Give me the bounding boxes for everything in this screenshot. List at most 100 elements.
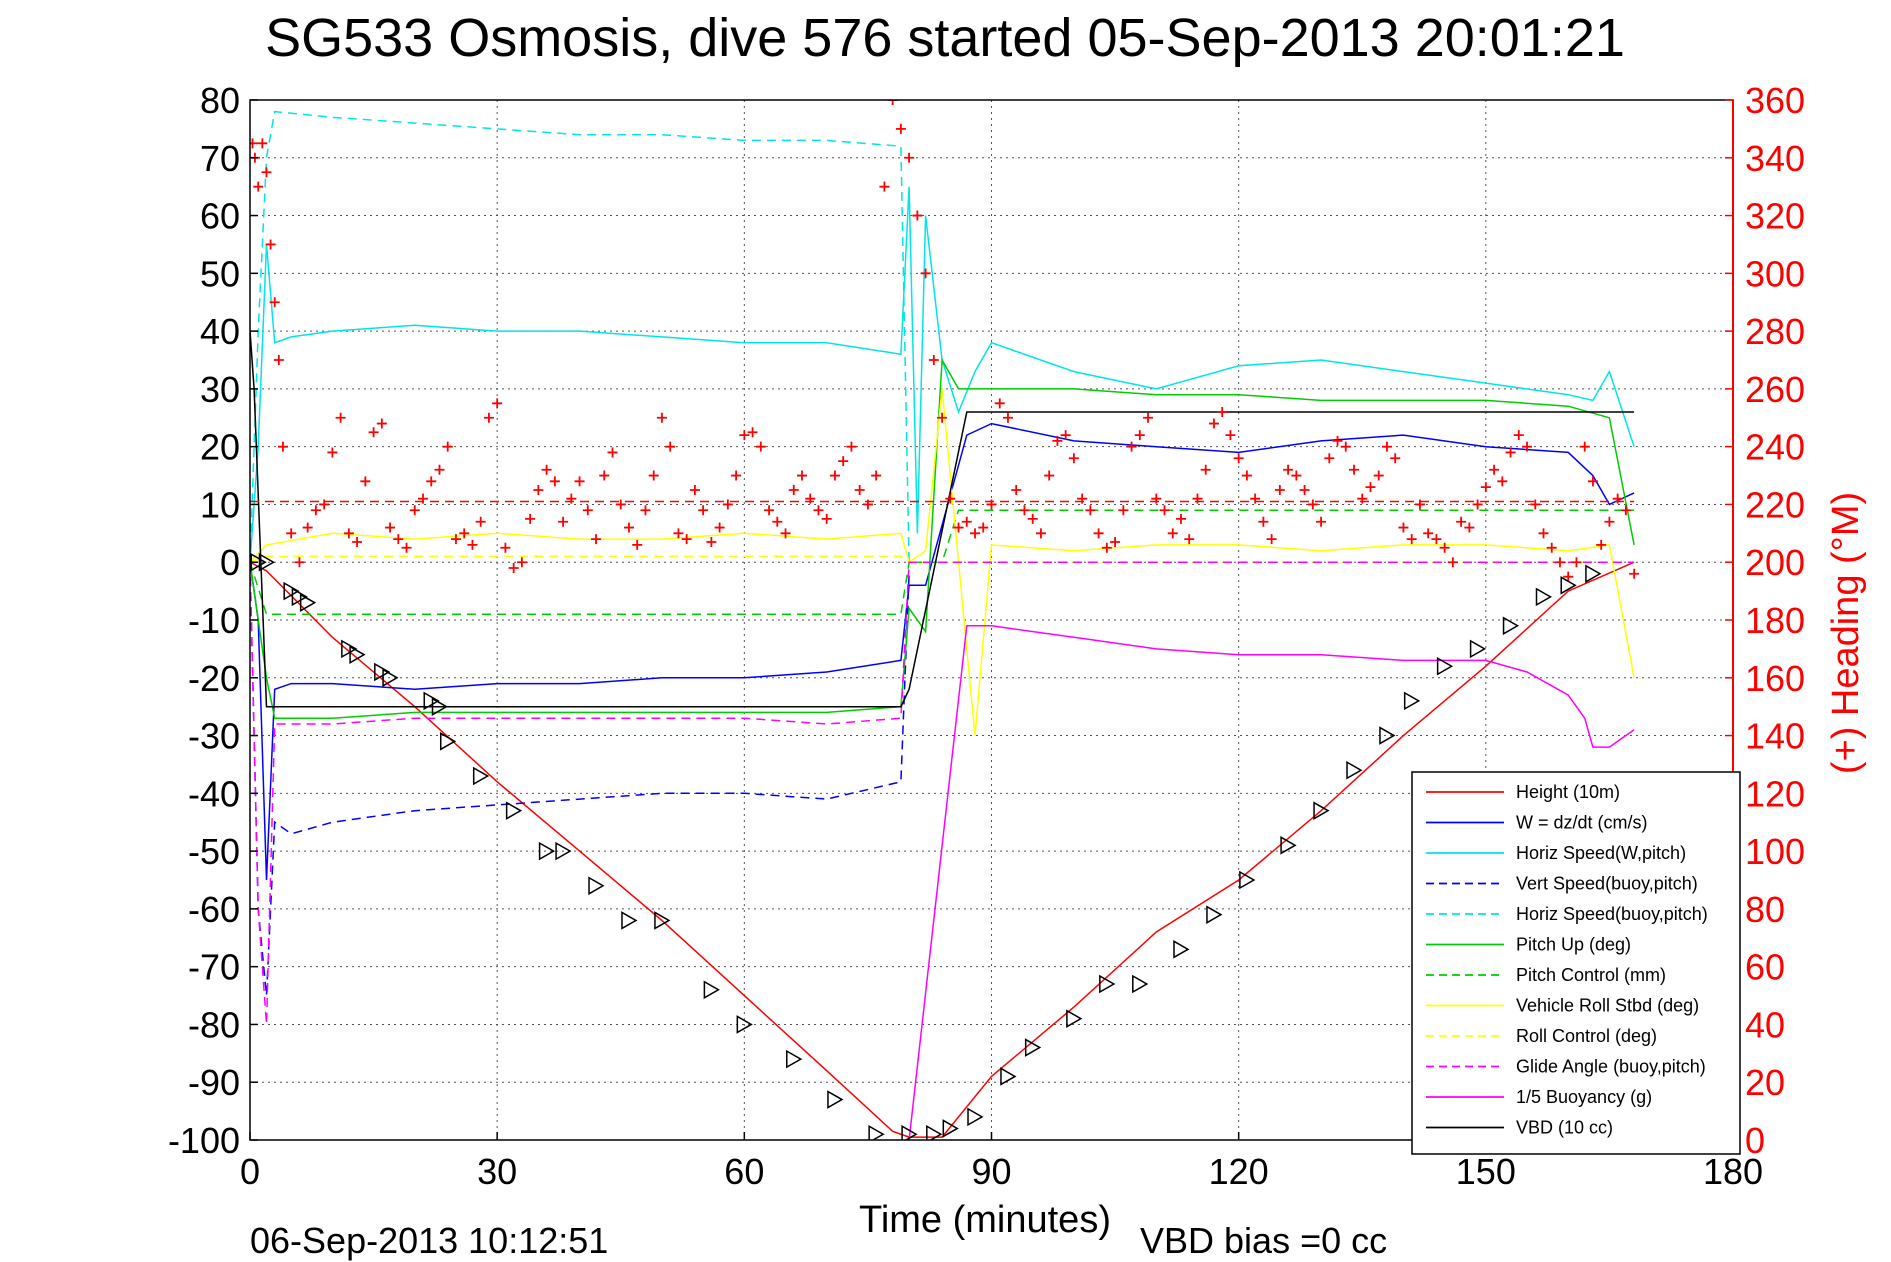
heading-marker xyxy=(1307,499,1318,510)
series-line-glide-angle-buoy-pitch xyxy=(250,561,1635,1025)
heading-marker xyxy=(821,513,832,524)
y-tick-label: 10 xyxy=(200,484,240,525)
heading-marker xyxy=(253,181,264,192)
gc-marker xyxy=(1099,974,1116,994)
legend-label: Vert Speed(buoy,pitch) xyxy=(1516,874,1698,894)
heading-marker xyxy=(1118,505,1129,516)
heading-marker xyxy=(393,534,404,545)
series-line-w-dz-dt-cm-s xyxy=(250,422,1635,881)
heading-marker xyxy=(385,522,396,533)
legend: Height (10m) W = dz/dt (cm/s) Horiz Speed(… xyxy=(1411,771,1741,1155)
right-axis-label: (+) Heading (°M) xyxy=(1825,492,1867,774)
heading-marker xyxy=(1530,499,1541,510)
gc-marker xyxy=(299,593,317,612)
heading-marker xyxy=(945,493,956,504)
heading-marker xyxy=(574,476,585,487)
series-line-horiz-speed-w-pitch xyxy=(250,186,1635,563)
y-tick-label: -90 xyxy=(188,1062,240,1103)
y-tick-label: 30 xyxy=(200,369,240,410)
heading-marker xyxy=(1019,505,1030,516)
heading-marker xyxy=(1011,485,1022,495)
gc-marker xyxy=(1066,1009,1083,1028)
heading-marker xyxy=(286,528,297,539)
heading-marker xyxy=(558,516,569,527)
heading-marker xyxy=(1513,430,1524,441)
heading-marker xyxy=(656,412,667,423)
heading-marker xyxy=(805,493,816,504)
heading-marker xyxy=(492,398,503,409)
heading-marker xyxy=(1538,528,1549,539)
heading-marker xyxy=(483,412,494,423)
y-tick-label: 50 xyxy=(200,253,240,294)
gc-marker xyxy=(555,841,572,861)
y-tick-label: -10 xyxy=(188,600,240,641)
heading-marker xyxy=(1316,516,1327,527)
heading-marker xyxy=(1381,441,1392,452)
gc-marker xyxy=(472,766,490,786)
y2-tick-label: 220 xyxy=(1745,484,1805,525)
x-tick-label: 180 xyxy=(1703,1151,1763,1192)
gc-marker xyxy=(374,662,391,682)
heading-marker xyxy=(970,528,981,539)
gc-marker xyxy=(736,1015,753,1034)
y-tick-label: -50 xyxy=(188,831,240,872)
heading-marker xyxy=(1604,516,1615,527)
gc-marker xyxy=(1403,691,1421,711)
heading-marker xyxy=(1579,441,1590,452)
heading-marker xyxy=(1299,485,1310,495)
gc-marker xyxy=(1585,564,1602,584)
heading-marker xyxy=(1390,453,1401,464)
heading-marker xyxy=(1629,568,1640,579)
y2-tick-label: 360 xyxy=(1745,80,1805,121)
y-tick-label: -60 xyxy=(188,889,240,930)
heading-marker xyxy=(1208,418,1219,429)
y-tick-label: -80 xyxy=(188,1004,240,1045)
heading-marker xyxy=(368,427,379,438)
heading-marker xyxy=(772,516,783,527)
heading-marker xyxy=(978,522,989,533)
heading-marker xyxy=(508,563,519,573)
y-tick-label: 0 xyxy=(220,542,240,583)
heading-marker xyxy=(1225,430,1236,441)
chart-title: SG533 Osmosis, dive 576 started 05-Sep-2… xyxy=(265,8,1625,68)
gc-marker xyxy=(1560,576,1577,595)
heading-marker xyxy=(986,499,997,510)
heading-marker xyxy=(467,539,478,550)
gc-marker xyxy=(349,645,366,664)
heading-marker xyxy=(895,123,906,134)
heading-marker xyxy=(376,418,387,429)
legend-label: Roll Control (deg) xyxy=(1516,1026,1657,1046)
gc-marker xyxy=(868,1124,885,1140)
heading-marker xyxy=(273,355,284,365)
heading-marker xyxy=(846,441,857,452)
heading-marker xyxy=(1085,505,1096,516)
heading-marker xyxy=(994,398,1005,409)
heading-marker xyxy=(1357,493,1368,504)
heading-marker xyxy=(1349,464,1360,475)
right-axis: 3603403203002802602402202001801601401201… xyxy=(1725,80,1805,1161)
gc-marker xyxy=(654,911,671,930)
heading-marker xyxy=(739,430,750,441)
heading-marker xyxy=(1175,513,1186,524)
heading-marker xyxy=(1291,470,1302,481)
heading-marker xyxy=(582,505,593,516)
heading-marker xyxy=(1184,534,1195,545)
y2-tick-label: 140 xyxy=(1745,716,1805,757)
left-axis: 80 70 60 50 40 30 20 10 0 -10 -20 -30 -40 -50 -60 -70 -8… xyxy=(168,80,258,1161)
heading-marker xyxy=(450,534,461,545)
series-line-vehicle-roll-stbd-deg xyxy=(250,388,1635,736)
heading-marker xyxy=(566,493,577,504)
gc-marker xyxy=(967,1107,984,1127)
legend-label: Vehicle Roll Stbd (deg) xyxy=(1516,996,1699,1016)
gc-marker xyxy=(505,801,523,820)
y2-tick-label: 20 xyxy=(1745,1062,1785,1103)
heading-marker xyxy=(1233,453,1244,464)
heading-marker xyxy=(1151,493,1162,504)
gc-marker xyxy=(341,639,358,659)
y-tick-label: -40 xyxy=(188,773,240,814)
markers-layer xyxy=(250,100,1640,1140)
heading-marker xyxy=(442,441,453,452)
heading-marker xyxy=(1587,476,1598,487)
heading-marker xyxy=(426,476,437,487)
